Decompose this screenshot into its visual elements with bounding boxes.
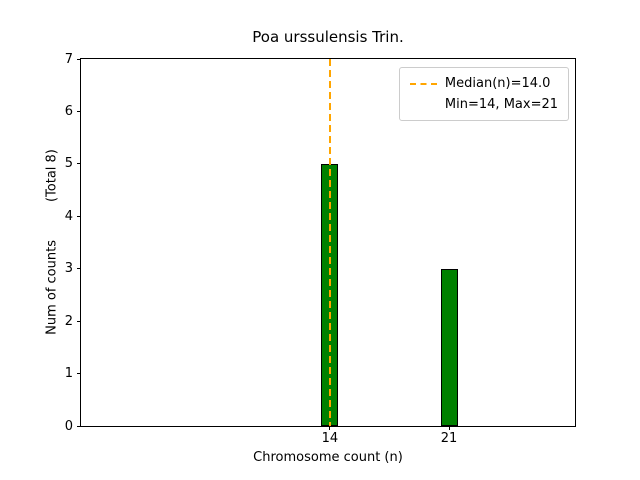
chart-title: Poa urssulensis Trin.: [252, 28, 404, 46]
y-tick-label: 0: [64, 418, 73, 434]
y-tick-mark: [77, 215, 81, 217]
x-tick-mark: [329, 426, 331, 430]
median-line: [328, 59, 331, 426]
y-tick-mark: [77, 110, 81, 112]
legend-entry-median: Median(n)=14.0: [409, 75, 558, 92]
y-tick-mark: [77, 58, 81, 60]
dashed-line-icon: [409, 82, 437, 85]
x-tick-mark: [448, 426, 450, 430]
y-axis-label: Num of counts (Total 8): [45, 149, 60, 335]
y-tick-label: 4: [64, 208, 73, 224]
legend-entry-minmax: Min=14, Max=21: [410, 96, 558, 113]
y-tick-mark: [77, 425, 81, 427]
y-tick-mark: [77, 268, 81, 270]
legend-label-minmax: Min=14, Max=21: [444, 97, 558, 112]
y-tick-label: 2: [64, 313, 73, 329]
y-tick-mark: [77, 320, 81, 322]
y-tick-mark: [77, 163, 81, 165]
y-tick-label: 5: [64, 156, 73, 172]
y-tick-label: 7: [64, 51, 73, 67]
bar-21: [440, 268, 458, 426]
x-axis-label: Chromosome count (n): [253, 450, 403, 465]
legend-label-median: Median(n)=14.0: [444, 76, 551, 91]
y-tick-label: 6: [64, 103, 73, 119]
legend-box: Median(n)=14.0 Min=14, Max=21: [398, 67, 569, 121]
y-tick-mark: [77, 373, 81, 375]
x-tick-label: 21: [440, 431, 458, 446]
y-tick-label: 1: [64, 366, 73, 382]
y-tick-label: 3: [64, 261, 73, 277]
x-tick-label: 14: [321, 431, 339, 446]
plot-area: 0 1 2 3 4 5 6 7 14 21 Median(n)=14.0 Min=14, Max=…: [65, 53, 576, 445]
